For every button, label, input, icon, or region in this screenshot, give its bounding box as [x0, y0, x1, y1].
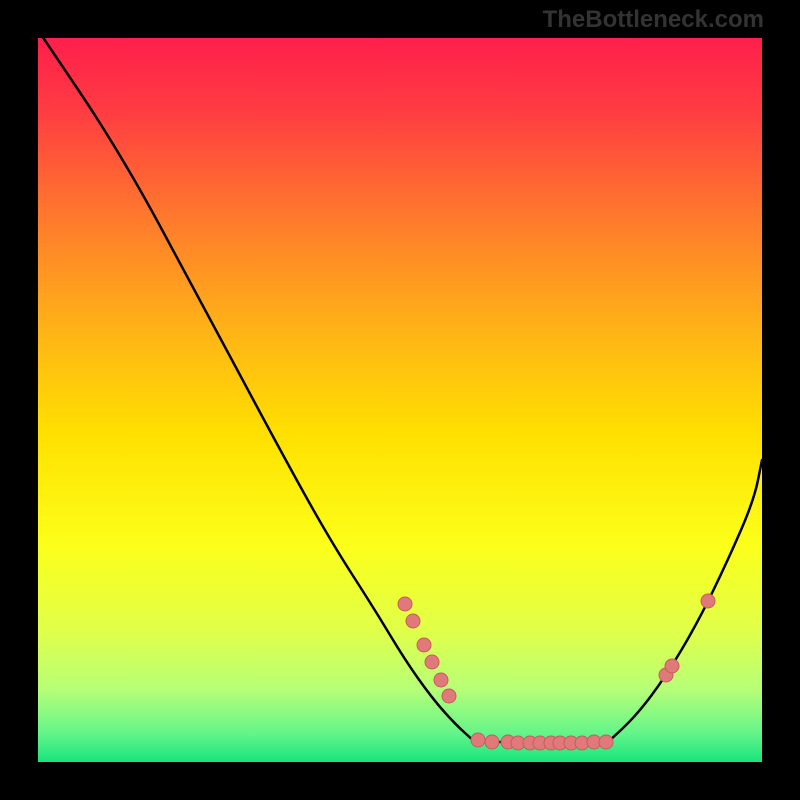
- data-point-marker: [425, 655, 439, 669]
- data-point-marker: [471, 733, 485, 747]
- data-point-marker: [485, 735, 499, 749]
- chart-root: TheBottleneck.com: [0, 0, 800, 800]
- data-point-marker: [665, 659, 679, 673]
- data-point-marker: [599, 735, 613, 749]
- data-point-marker: [417, 638, 431, 652]
- data-point-marker: [398, 597, 412, 611]
- data-point-marker: [442, 689, 456, 703]
- data-point-marker: [434, 673, 448, 687]
- watermark-text: TheBottleneck.com: [543, 6, 764, 34]
- data-point-marker: [701, 594, 715, 608]
- chart-svg: [0, 0, 800, 800]
- data-point-marker: [406, 614, 420, 628]
